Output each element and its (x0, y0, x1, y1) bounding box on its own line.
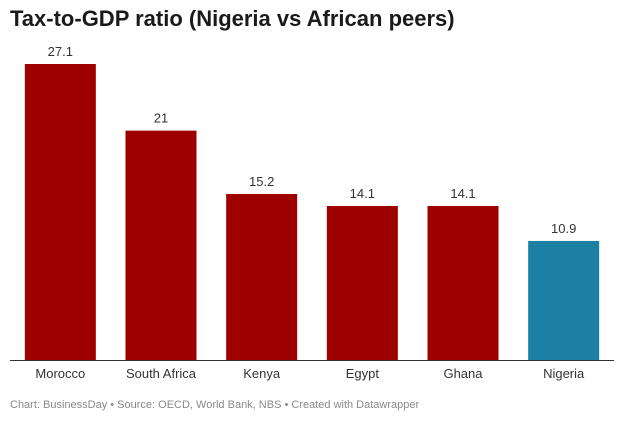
category-axis: Morocco South Africa Kenya Egypt Ghana Nigeri… (35, 366, 585, 381)
value-label-morocco: 27.1 (48, 44, 73, 59)
category-label-kenya: Kenya (243, 366, 281, 381)
category-label-nigeria: Nigeria (543, 366, 585, 381)
bar-south-africa (125, 130, 197, 360)
value-labels-layer: 27.1 21 15.2 14.1 14.1 10.9 (48, 44, 577, 236)
bars-layer (24, 64, 600, 360)
chart-source-footer: Chart: BusinessDay • Source: OECD, World… (10, 399, 420, 411)
value-label-ghana: 14.1 (450, 186, 475, 201)
bar-kenya (226, 193, 298, 360)
value-label-south-africa: 21 (154, 111, 168, 126)
value-label-kenya: 15.2 (249, 174, 274, 189)
category-label-egypt: Egypt (346, 366, 380, 381)
value-label-egypt: 14.1 (350, 186, 375, 201)
bar-egypt (326, 205, 398, 360)
category-label-ghana: Ghana (443, 366, 483, 381)
chart-title: Tax-to-GDP ratio (Nigeria vs African pee… (10, 6, 455, 31)
bar-nigeria (528, 240, 600, 360)
bar-ghana (427, 205, 499, 360)
category-label-morocco: Morocco (35, 366, 85, 381)
value-label-nigeria: 10.9 (551, 221, 576, 236)
category-label-south-africa: South Africa (126, 366, 197, 381)
bar-morocco (24, 64, 96, 360)
